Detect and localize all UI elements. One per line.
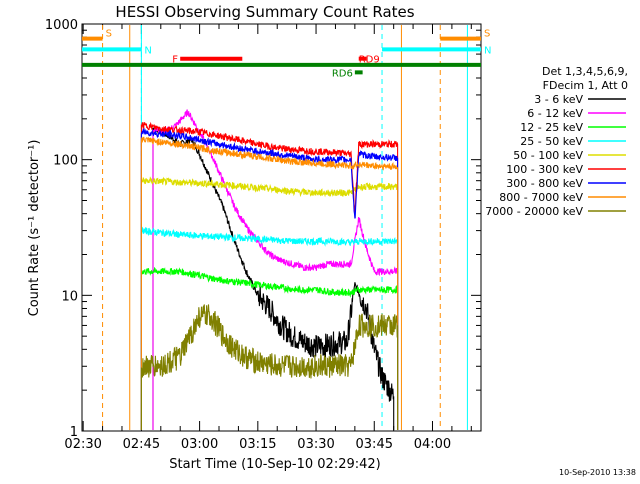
flag-label: F: [172, 55, 178, 66]
series-line-300-800keV: [140, 127, 399, 430]
legend-entry-label: 50 - 100 keV: [513, 149, 583, 162]
legend-header-1: Det 1,3,4,5,6,9,: [542, 65, 628, 78]
flag-label: S: [106, 29, 112, 40]
flag-label: RD9: [359, 55, 380, 66]
legend-header-2: FDecim 1, Att 0: [543, 79, 628, 92]
legend-entry-label: 7000 - 20000 keV: [485, 205, 583, 218]
x-tick-label: 04:00: [414, 437, 451, 452]
y-tick-label: 1: [70, 425, 78, 440]
legend-entry-label: 12 - 25 keV: [520, 121, 583, 134]
flag-label: S: [484, 29, 490, 40]
x-tick-label: 03:30: [297, 437, 334, 452]
series-line-100-300keV: [140, 121, 399, 430]
series-line-25-50keV: [140, 226, 399, 430]
legend-entry-label: 3 - 6 keV: [534, 93, 583, 106]
x-tick-label: 02:45: [123, 437, 160, 452]
legend-entry-label: 100 - 300 keV: [506, 163, 583, 176]
legend-entry-label: 25 - 50 keV: [520, 135, 583, 148]
x-tick-label: 03:00: [181, 437, 218, 452]
flag-label: RD6: [332, 68, 353, 79]
legend-entry-label: 800 - 7000 keV: [499, 191, 583, 204]
series-line-12-25keV: [140, 266, 399, 430]
chart-title: HESSI Observing Summary Count Rates: [115, 3, 414, 21]
flag-label: N: [484, 45, 491, 56]
plot-frame: [81, 23, 482, 432]
x-tick-label: 03:45: [356, 437, 393, 452]
x-tick-label: 03:15: [239, 437, 276, 452]
legend-entry-label: 6 - 12 keV: [527, 107, 583, 120]
y-tick-label: 1000: [45, 18, 78, 33]
flag-label: N: [144, 45, 151, 56]
legend-entry-label: 300 - 800 keV: [506, 177, 583, 190]
x-tick-label: 02:30: [64, 437, 101, 452]
x-axis-label: Start Time (10-Sep-10 02:29:42): [169, 457, 380, 472]
y-axis-label: Count Rate (s⁻¹ detector⁻¹): [27, 140, 42, 317]
series-line-7000-20000keV: [140, 304, 399, 430]
y-tick-label: 100: [53, 154, 78, 169]
chart-timestamp: 10-Sep-2010 13:38: [559, 468, 636, 477]
y-tick-label: 10: [61, 289, 78, 304]
series-line-6-12keV: [152, 109, 399, 430]
series-line-800-7000keV: [140, 136, 399, 430]
series-line-50-100keV: [140, 176, 399, 430]
